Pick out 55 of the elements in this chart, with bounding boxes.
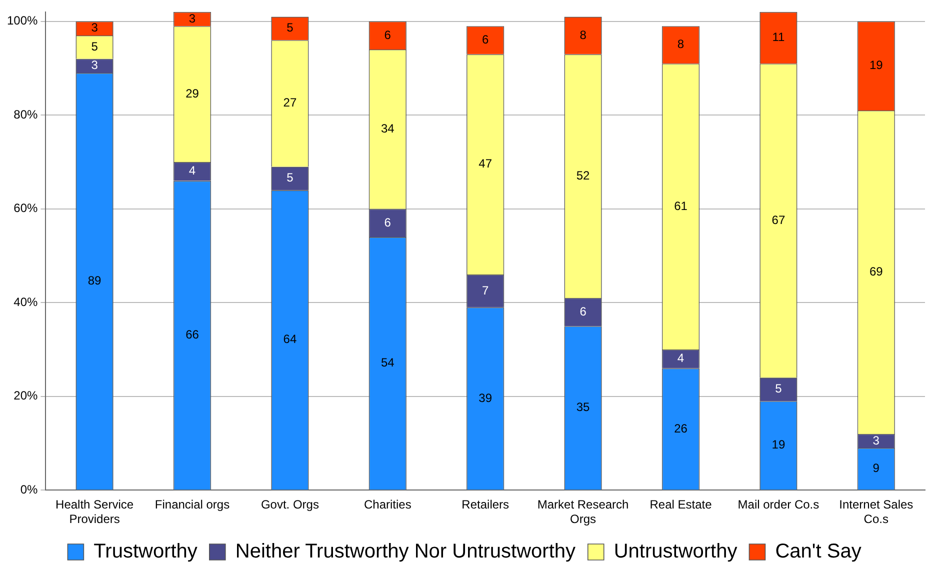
data-label: 3 [91, 20, 98, 35]
x-tick-label: Financial orgs [154, 498, 230, 512]
y-tick-label: 60% [14, 201, 38, 216]
data-label: 26 [674, 421, 688, 436]
data-label: 3 [91, 58, 98, 72]
data-label: 5 [286, 20, 294, 35]
legend-label: Can't Say [775, 540, 862, 563]
data-label: 39 [478, 390, 492, 405]
data-label: 61 [674, 198, 688, 213]
x-tick-label: Internet Sales Co.s [839, 498, 914, 526]
legend-label: Trustworthy [94, 540, 198, 563]
legend-label: Untrustworthy [614, 540, 738, 563]
legend-label: Neither Trustworthy Nor Untrustworthy [235, 540, 576, 563]
data-label: 54 [380, 356, 395, 370]
x-tick-label: Real Estate [650, 498, 712, 512]
x-tick-label: Market Research Orgs [537, 498, 629, 526]
data-label: 5 [286, 170, 294, 185]
data-label: 19 [869, 58, 884, 72]
data-label: 66 [186, 328, 200, 342]
data-label: 69 [869, 264, 884, 279]
data-label: 6 [580, 304, 587, 318]
data-label: 27 [283, 96, 297, 110]
data-label: 29 [186, 86, 200, 100]
data-label: 4 [188, 164, 196, 178]
data-label: 8 [677, 37, 684, 52]
y-tick-label: 100% [6, 14, 38, 28]
data-label: 89 [88, 274, 102, 288]
data-label: 52 [576, 168, 590, 182]
data-label: 7 [482, 283, 489, 298]
data-label: 35 [576, 400, 590, 414]
data-label: 47 [478, 156, 492, 171]
data-label: 5 [91, 39, 98, 54]
data-label: 67 [772, 212, 786, 227]
data-label: 6 [482, 32, 489, 46]
y-tick-label: 0% [20, 482, 38, 497]
x-tick-label: Retailers [462, 498, 510, 512]
data-label: 9 [872, 461, 880, 476]
y-tick-label: 20% [14, 388, 38, 403]
data-label: 19 [772, 438, 786, 452]
y-tick-label: 80% [14, 107, 38, 122]
x-tick-label: Charities [364, 498, 412, 512]
data-label: 3 [188, 11, 196, 26]
data-label: 6 [384, 215, 392, 230]
data-label: 3 [872, 433, 880, 448]
data-label: 34 [380, 122, 395, 136]
data-label: 6 [384, 28, 392, 42]
data-label: 8 [580, 28, 587, 42]
data-label: 5 [775, 382, 782, 396]
y-tick-label: 40% [14, 294, 38, 309]
data-label: 64 [283, 332, 297, 346]
data-label: 4 [677, 351, 684, 366]
data-label: 11 [772, 30, 785, 44]
x-tick-label: Govt. Orgs [260, 498, 319, 512]
x-tick-label: Mail order Co.s [738, 498, 820, 512]
x-tick-label: Health Service Providers [56, 498, 134, 526]
